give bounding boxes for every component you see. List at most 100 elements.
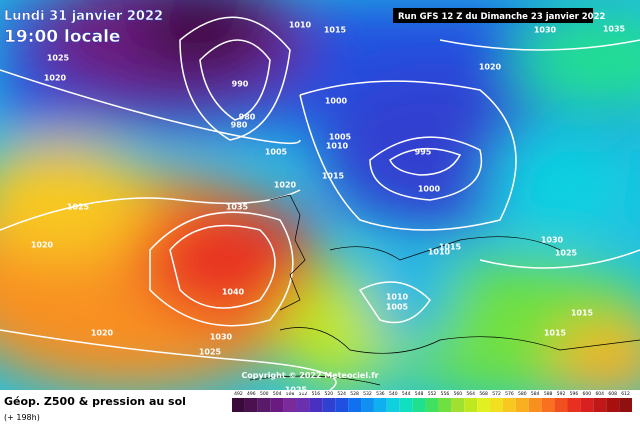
colorbar-swatch [386,398,400,412]
colorbar-swatch [502,398,516,412]
pressure-label: 980 [231,121,248,130]
colorbar-tick-label: 588 [544,391,553,397]
colorbar-swatch [335,398,349,412]
colorbar-tick-label: 600 [583,391,592,397]
pressure-label: 1010 [386,293,409,302]
colorbar-tick-label: 608 [608,391,617,397]
colorbar-swatch [567,398,581,412]
colorbar-tick-label: 544 [402,391,411,397]
colorbar-swatch [322,398,336,412]
colorbar-swatch [257,398,271,412]
coastlines [249,194,640,386]
colorbar-swatch [528,398,542,412]
pressure-label: 1015 [439,243,462,252]
colorbar-swatch [554,398,568,412]
pressure-label: 990 [232,80,249,89]
colorbar-swatch [451,398,465,412]
pressure-label: 1015 [322,172,345,181]
pressure-label: 1015 [571,309,594,318]
footer-title: Géop. Z500 & pression au sol [4,395,186,408]
colorbar-tick-label: 496 [247,391,256,397]
pressure-label: 1025 [67,203,90,212]
colorbar-tick-label: 556 [441,391,450,397]
colorbar-tick-label: 536 [376,391,385,397]
colorbar-tick-label: 512 [299,391,308,397]
colorbar-tick-label: 540 [389,391,398,397]
footer-lead: (+ 198h) [4,413,40,422]
pressure-label: 1020 [274,181,297,190]
pressure-label: 1005 [329,133,352,142]
copyright: Copyright © 2022 Meteociel.fr [241,371,378,380]
colorbar-swatch [399,398,413,412]
pressure-label: 1005 [386,303,409,312]
colorbar-swatch [348,398,362,412]
colorbar-tick-label: 568 [479,391,488,397]
run-box [393,8,593,23]
pressure-label: 1035 [603,25,626,34]
pressure-label: 1020 [31,241,54,250]
colorbar-swatch [373,398,387,412]
pressure-label: 1030 [210,333,233,342]
pressure-label: 1010 [428,248,451,257]
colorbar-swatch [361,398,374,412]
pressure-label: 1030 [534,26,557,35]
colorbar-swatch [541,398,555,412]
isobars [0,16,640,391]
pressure-label: 1010 [326,142,349,151]
time-label: 19:00 locale [4,27,120,47]
pressure-labels: 1025 1020 1025 1020 1035 1040 1030 1025 1020 1020… [31,21,626,395]
colorbar-tick-label: 524 [337,391,346,397]
colorbar-tick-label: 492 [234,391,243,397]
pressure-label: 1035 [226,203,249,212]
colorbar-tick-label: 528 [350,391,359,397]
colorbar-swatch [606,398,620,412]
pressure-label: 1025 [47,54,70,63]
pressure-label: 1010 [289,21,312,30]
pressure-label: 1000 [325,97,348,106]
colorbar-tick-label: 592 [557,391,566,397]
date-label: Lundi 31 janvier 2022 [4,9,163,24]
colorbar-swatch [244,398,258,412]
colorbar-swatch [515,398,529,412]
colorbar-swatch [232,398,245,412]
pressure-label: 1030 [541,236,564,245]
pressure-label: 1020 [479,63,502,72]
pressure-label: 995 [415,148,432,157]
colorbar-swatch [309,398,323,412]
pressure-label: 1040 [222,288,245,297]
colorbar-tick-label: 560 [454,391,463,397]
colorbar-swatch [464,398,478,412]
colorbar-swatch [296,398,310,412]
colorbar-swatch [593,398,607,412]
map-background [0,0,640,400]
colorbar-swatch [490,398,503,412]
colorbar-swatch [270,398,284,412]
pressure-label: 1020 [91,329,114,338]
pressure-label: 1020 [44,74,67,83]
pressure-label: 1025 [285,386,308,395]
colorbar-tick-label: 520 [324,391,333,397]
colorbar-tick-label: 580 [518,391,527,397]
colorbar-tick-label: 532 [363,391,372,397]
colorbar-swatch [438,398,452,412]
run-label: Run GFS 12 Z du Dimanche 23 janvier 2022 [398,12,606,22]
colorbar-swatch [425,398,439,412]
pressure-label: 1015 [544,329,567,338]
pressure-label: 1025 [199,348,222,357]
colorbar-tick-label: 596 [570,391,579,397]
colorbar-tick-label: 572 [492,391,501,397]
colorbar-tick-label: 604 [595,391,604,397]
colorbar-tick-label: 500 [260,391,269,397]
colorbar-tick-label: 504 [273,391,282,397]
colorbar: 492 496 500 504 508 512 516 520 524 528 532 536 540 5… [232,391,632,412]
pressure-label: 1000 [418,185,441,194]
colorbar-swatch [477,398,491,412]
colorbar-tick-label: 516 [312,391,321,397]
colorbar-tick-label: 508 [286,391,295,397]
colorbar-tick-label: 576 [505,391,514,397]
colorbar-swatch [283,398,297,412]
colorbar-tick-label: 612 [621,391,630,397]
colorbar-swatch [580,398,594,412]
